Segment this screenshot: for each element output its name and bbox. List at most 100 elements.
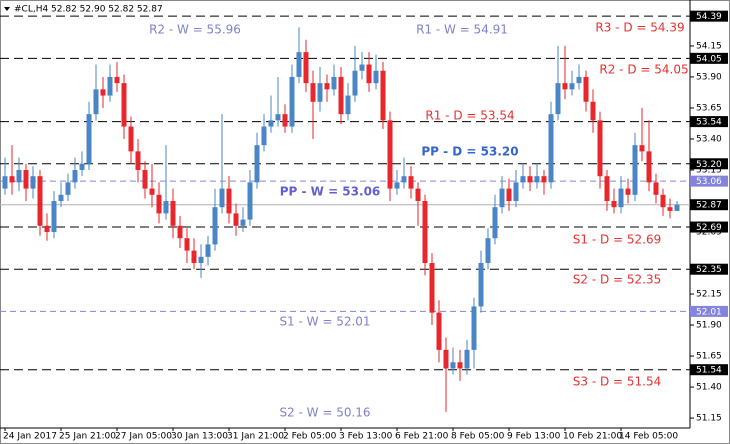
annotation: S1 - W = 52.01 bbox=[279, 315, 370, 329]
candle-body bbox=[261, 126, 267, 146]
x-tick-label: 10 Feb 21:00 bbox=[563, 432, 622, 442]
candle-body bbox=[632, 145, 638, 195]
candle-body bbox=[380, 70, 386, 121]
annotation: R2 - D = 54.05 bbox=[599, 63, 688, 77]
candle-body bbox=[170, 200, 176, 226]
candle-body bbox=[30, 176, 36, 189]
level-label: 52.01 bbox=[696, 307, 722, 317]
candle-body bbox=[555, 83, 561, 115]
candle-body bbox=[401, 176, 407, 183]
candle-body bbox=[121, 83, 127, 127]
candle-body bbox=[429, 263, 435, 313]
level-label: 53.54 bbox=[696, 118, 722, 128]
annotation: PP - W = 53.06 bbox=[280, 185, 381, 199]
level-box bbox=[690, 263, 728, 275]
candle-body bbox=[534, 176, 540, 183]
y-tick-label: 51.65 bbox=[696, 352, 722, 362]
candle-body bbox=[275, 114, 281, 121]
candle-body bbox=[65, 182, 71, 195]
candle-body bbox=[114, 76, 120, 84]
candle-body bbox=[177, 225, 183, 239]
candle-body bbox=[562, 83, 568, 90]
candle-body bbox=[415, 188, 421, 201]
annotation: S2 - W = 50.16 bbox=[279, 406, 370, 420]
candle-body bbox=[464, 349, 470, 369]
candle-body bbox=[359, 64, 365, 71]
candle-body bbox=[394, 182, 400, 189]
candle-body bbox=[471, 306, 477, 350]
x-tick-label: 24 Jan 2017 bbox=[3, 432, 57, 442]
level-box bbox=[690, 199, 728, 211]
level-box bbox=[690, 158, 728, 170]
candle-body bbox=[611, 200, 617, 208]
candle-body bbox=[345, 95, 351, 115]
candle-body bbox=[485, 238, 491, 264]
candle-body bbox=[93, 89, 99, 115]
level-label: 53.20 bbox=[696, 160, 722, 170]
level-box bbox=[690, 221, 728, 233]
level-label: 51.54 bbox=[696, 366, 722, 376]
candle-body bbox=[422, 200, 428, 264]
candle-body bbox=[58, 194, 64, 201]
x-tick-label: 14 Feb 05:00 bbox=[619, 432, 678, 442]
candle-body bbox=[128, 126, 134, 152]
candle-body bbox=[436, 312, 442, 350]
candle-body bbox=[506, 188, 512, 201]
candle-body bbox=[373, 70, 379, 84]
candle-body bbox=[674, 204, 680, 211]
level-label: 54.39 bbox=[696, 12, 722, 22]
candle-body bbox=[618, 188, 624, 208]
candle-body bbox=[408, 176, 414, 189]
candle-body bbox=[282, 114, 288, 127]
y-tick-label: 51.90 bbox=[696, 321, 722, 331]
menu-icon[interactable] bbox=[4, 7, 10, 11]
annotation: S2 - D = 52.35 bbox=[573, 273, 662, 287]
candle-body bbox=[191, 250, 197, 264]
candle-body bbox=[338, 76, 344, 115]
y-tick-label: 53.15 bbox=[696, 165, 722, 175]
level-box bbox=[690, 175, 728, 187]
candle-body bbox=[51, 200, 57, 233]
candle-body bbox=[205, 244, 211, 257]
candle-body bbox=[597, 120, 603, 177]
candle-body bbox=[254, 145, 260, 183]
annotation: R2 - W = 55.96 bbox=[149, 23, 241, 37]
candle-body bbox=[457, 362, 463, 369]
candle-body bbox=[317, 83, 323, 102]
x-tick-label: 2 Feb 05:00 bbox=[283, 432, 337, 442]
candle-body bbox=[324, 83, 330, 90]
candle-body bbox=[590, 101, 596, 121]
annotation: R1 - W = 54.91 bbox=[416, 23, 508, 37]
candle-body bbox=[198, 256, 204, 264]
y-tick-label: 54.15 bbox=[696, 41, 722, 51]
candle-body bbox=[569, 83, 575, 90]
candle-body bbox=[79, 163, 85, 170]
candle-body bbox=[625, 188, 631, 195]
candle-body bbox=[135, 151, 141, 170]
candle-body bbox=[296, 52, 302, 77]
candle-body bbox=[142, 169, 148, 189]
candle-body bbox=[86, 114, 92, 164]
candle-body bbox=[604, 176, 610, 201]
level-label: 53.06 bbox=[696, 177, 722, 187]
candle-body bbox=[303, 52, 309, 84]
candle-body bbox=[9, 176, 15, 183]
candle-body bbox=[163, 200, 169, 214]
candle-body bbox=[660, 194, 666, 208]
x-tick-label: 9 Feb 13:00 bbox=[507, 432, 561, 442]
annotation: S3 - D = 51.54 bbox=[573, 375, 662, 389]
level-label: 54.05 bbox=[696, 54, 722, 64]
x-tick-label: 8 Feb 05:00 bbox=[451, 432, 505, 442]
candle-body bbox=[352, 70, 358, 96]
candle-body bbox=[156, 194, 162, 214]
annotation: PP - D = 53.20 bbox=[421, 145, 518, 159]
candle-body bbox=[548, 114, 554, 183]
candle-body bbox=[653, 182, 659, 195]
candle-body bbox=[289, 76, 295, 127]
candle-body bbox=[23, 169, 29, 189]
x-tick-label: 6 Feb 21:00 bbox=[395, 432, 449, 442]
candle-body bbox=[233, 213, 239, 226]
y-tick-label: 53.65 bbox=[696, 103, 722, 113]
candle-body bbox=[219, 188, 225, 208]
